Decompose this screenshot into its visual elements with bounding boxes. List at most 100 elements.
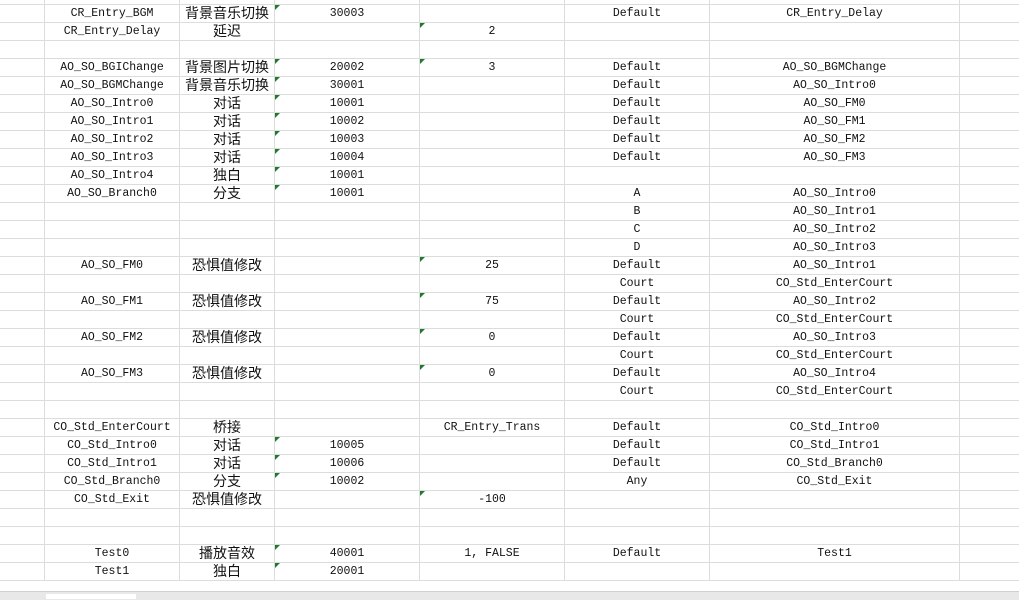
cell-e[interactable]: D <box>565 239 710 256</box>
cell-a[interactable]: AO_SO_BGIChange <box>45 59 180 76</box>
cell-d[interactable]: 75 <box>420 293 565 310</box>
cell-c[interactable] <box>275 419 420 436</box>
cell-d[interactable]: 25 <box>420 257 565 274</box>
cell[interactable] <box>960 509 1019 526</box>
cell-f[interactable]: CO_Std_EnterCourt <box>710 275 960 292</box>
cell-c[interactable] <box>275 347 420 364</box>
cell-a[interactable] <box>45 275 180 292</box>
cell-c[interactable]: 10002 <box>275 473 420 490</box>
cell[interactable] <box>0 5 45 22</box>
cell-c[interactable] <box>275 383 420 400</box>
cell-f[interactable]: AO_SO_FM0 <box>710 95 960 112</box>
cell-b[interactable]: 对话 <box>180 149 275 166</box>
cell[interactable] <box>960 41 1019 58</box>
cell[interactable] <box>0 491 45 508</box>
cell-b[interactable] <box>180 311 275 328</box>
cell[interactable] <box>0 347 45 364</box>
cell-c[interactable] <box>275 239 420 256</box>
cell-a[interactable] <box>45 401 180 418</box>
cell-f[interactable]: AO_SO_Intro3 <box>710 329 960 346</box>
cell[interactable] <box>960 131 1019 148</box>
cell[interactable] <box>960 221 1019 238</box>
cell-e[interactable]: Default <box>565 95 710 112</box>
cell[interactable] <box>0 293 45 310</box>
cell-c[interactable]: 10001 <box>275 95 420 112</box>
cell-d[interactable] <box>420 509 565 526</box>
cell-f[interactable] <box>710 167 960 184</box>
cell-e[interactable]: Default <box>565 257 710 274</box>
cell[interactable] <box>960 329 1019 346</box>
cell-e[interactable] <box>565 509 710 526</box>
cell[interactable] <box>0 221 45 238</box>
cell-c[interactable] <box>275 401 420 418</box>
cell[interactable] <box>0 383 45 400</box>
cell-b[interactable] <box>180 347 275 364</box>
cell-f[interactable]: AO_SO_FM2 <box>710 131 960 148</box>
cell-b[interactable] <box>180 509 275 526</box>
cell-e[interactable]: Court <box>565 383 710 400</box>
cell-b[interactable]: 独白 <box>180 167 275 184</box>
cell-e[interactable] <box>565 0 710 4</box>
cell[interactable] <box>0 563 45 580</box>
cell[interactable] <box>960 257 1019 274</box>
cell-d[interactable]: 0 <box>420 365 565 382</box>
cell-a[interactable]: AO_SO_FM3 <box>45 365 180 382</box>
cell[interactable] <box>960 473 1019 490</box>
cell-e[interactable] <box>565 491 710 508</box>
cell-c[interactable] <box>275 509 420 526</box>
cell-a[interactable]: AO_SO_FM2 <box>45 329 180 346</box>
cell-c[interactable]: 10002 <box>275 113 420 130</box>
cell-b[interactable]: 对话 <box>180 437 275 454</box>
cell-e[interactable]: Court <box>565 347 710 364</box>
cell[interactable] <box>0 185 45 202</box>
cell[interactable] <box>0 473 45 490</box>
cell[interactable] <box>960 401 1019 418</box>
cell-f[interactable] <box>710 509 960 526</box>
cell-d[interactable]: 2 <box>420 23 565 40</box>
cell[interactable] <box>0 149 45 166</box>
cell-a[interactable]: CO_Std_Intro1 <box>45 455 180 472</box>
cell[interactable] <box>960 527 1019 544</box>
cell-a[interactable] <box>45 347 180 364</box>
cell-e[interactable] <box>565 23 710 40</box>
cell-b[interactable]: 恐惧值修改 <box>180 365 275 382</box>
cell-e[interactable]: Court <box>565 311 710 328</box>
cell-f[interactable] <box>710 527 960 544</box>
cell[interactable] <box>0 257 45 274</box>
cell[interactable] <box>0 59 45 76</box>
cell-b[interactable] <box>180 401 275 418</box>
cell-c[interactable]: 30003 <box>275 5 420 22</box>
cell-d[interactable] <box>420 167 565 184</box>
spreadsheet-grid[interactable]: CR_Entry_BGM 背景音乐切换 30003 Default CR_Entry_D… <box>0 0 1019 581</box>
cell-c[interactable] <box>275 203 420 220</box>
cell-c[interactable] <box>275 491 420 508</box>
cell-f[interactable]: CO_Std_Intro0 <box>710 419 960 436</box>
cell-e[interactable]: Default <box>565 293 710 310</box>
cell[interactable] <box>0 365 45 382</box>
cell-d[interactable] <box>420 383 565 400</box>
cell-e[interactable]: Any <box>565 473 710 490</box>
cell[interactable] <box>960 563 1019 580</box>
cell[interactable] <box>0 41 45 58</box>
cell-b[interactable] <box>180 527 275 544</box>
cell-e[interactable] <box>565 167 710 184</box>
cell-d[interactable]: 3 <box>420 59 565 76</box>
cell-c[interactable]: 30001 <box>275 77 420 94</box>
cell-a[interactable]: CR_Entry_BGM <box>45 5 180 22</box>
cell-c[interactable]: 10004 <box>275 149 420 166</box>
cell-f[interactable] <box>710 491 960 508</box>
cell-e[interactable]: Court <box>565 275 710 292</box>
cell-c[interactable] <box>275 257 420 274</box>
cell-b[interactable] <box>180 221 275 238</box>
cell-f[interactable]: AO_SO_Intro3 <box>710 239 960 256</box>
cell-a[interactable]: AO_SO_Branch0 <box>45 185 180 202</box>
cell-c[interactable]: 10001 <box>275 167 420 184</box>
cell-e[interactable]: Default <box>565 455 710 472</box>
cell-c[interactable] <box>275 527 420 544</box>
cell-f[interactable]: AO_SO_BGMChange <box>710 59 960 76</box>
cell-d[interactable] <box>420 401 565 418</box>
cell-d[interactable] <box>420 5 565 22</box>
cell-d[interactable]: 0 <box>420 329 565 346</box>
cell[interactable] <box>960 365 1019 382</box>
cell-a[interactable]: AO_SO_Intro2 <box>45 131 180 148</box>
